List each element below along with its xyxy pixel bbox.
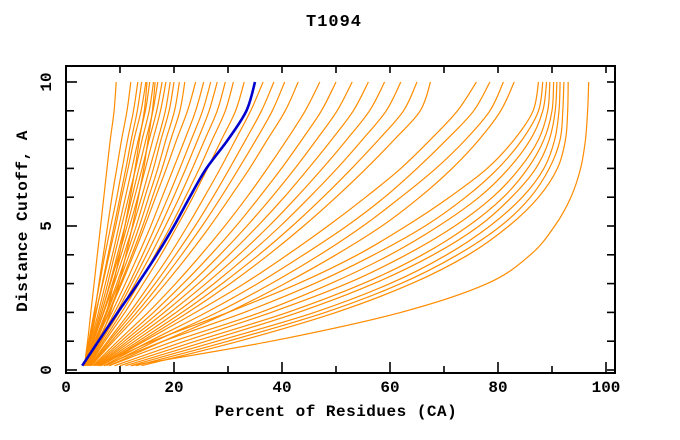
model-curve (95, 81, 369, 367)
model-curve (83, 81, 117, 366)
x-tick-label: 100 (592, 379, 621, 397)
x-axis-label: Percent of Residues (CA) (214, 403, 458, 421)
y-tick-label: 5 (38, 221, 56, 231)
model-curve (89, 81, 264, 367)
model-curve (103, 81, 491, 367)
model-curve (96, 81, 386, 367)
model-curve (99, 81, 418, 367)
model-curve (141, 81, 569, 367)
model-curve (88, 81, 245, 367)
x-tick-label: 40 (272, 379, 291, 397)
model-curve (87, 81, 148, 366)
model-curve (106, 81, 504, 367)
y-axis-label: Distance Cutoff, A (14, 130, 32, 312)
model-curve (87, 81, 212, 366)
model-curve (125, 81, 558, 367)
model-curve (93, 81, 337, 367)
model-curve (84, 81, 163, 366)
x-tick-label: 0 (61, 379, 71, 397)
model-curve (83, 81, 139, 366)
model-curve (136, 81, 565, 367)
y-tick-label: 0 (38, 365, 56, 375)
model-curve (84, 81, 175, 366)
model-curve (108, 81, 548, 367)
model-curve (92, 81, 321, 367)
model-curve (94, 81, 353, 367)
model-curve (98, 81, 402, 367)
model-curve (103, 81, 544, 367)
model-curve (85, 81, 197, 366)
model-curve (119, 81, 555, 367)
model-curve (88, 81, 234, 367)
chart-title: T1094 (305, 13, 363, 32)
model-curve (90, 81, 286, 367)
model-curve (89, 81, 275, 367)
model-curve (90, 81, 299, 367)
model-curve (83, 81, 132, 366)
model-curve (130, 81, 561, 367)
model-curve (98, 81, 540, 367)
x-tick-label: 80 (488, 379, 507, 397)
model-curve (100, 81, 477, 367)
model-curve (130, 81, 590, 367)
highlighted-model-curve (81, 81, 257, 367)
model-curve (114, 81, 551, 367)
model-curve (100, 81, 432, 367)
x-tick-label: 20 (164, 379, 183, 397)
model-curve (87, 81, 226, 366)
model-curve (108, 81, 515, 367)
model-curve (86, 81, 205, 366)
y-tick-label: 10 (38, 72, 56, 91)
plot-frame (65, 65, 616, 374)
model-curve (84, 81, 155, 366)
x-tick-label: 60 (380, 379, 399, 397)
model-curve (84, 81, 143, 366)
